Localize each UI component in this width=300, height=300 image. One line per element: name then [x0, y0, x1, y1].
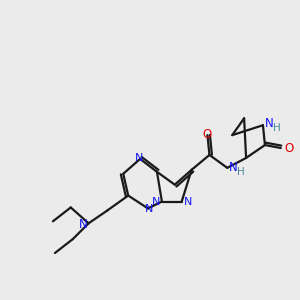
- Text: N: N: [79, 218, 88, 231]
- Text: N: N: [135, 153, 143, 163]
- Text: N: N: [152, 196, 160, 206]
- Text: N: N: [145, 204, 153, 214]
- Text: O: O: [285, 142, 294, 154]
- Text: O: O: [203, 128, 212, 141]
- Text: N: N: [184, 196, 192, 206]
- Text: H: H: [273, 123, 280, 133]
- Text: N: N: [265, 117, 274, 130]
- Text: N: N: [229, 161, 238, 174]
- Text: H: H: [237, 167, 245, 177]
